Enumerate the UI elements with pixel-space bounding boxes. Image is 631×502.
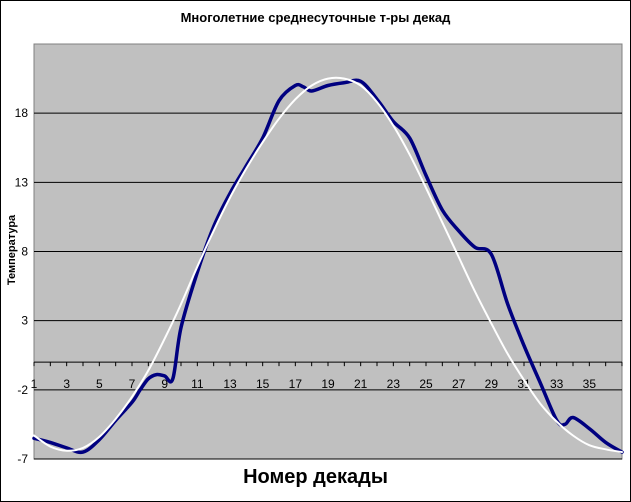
y-tick-label: -2 (17, 383, 28, 397)
y-tick-label: 3 (21, 314, 28, 328)
x-tick-label: 3 (63, 377, 70, 391)
x-tick-label: 5 (96, 377, 103, 391)
x-tick-label: 11 (191, 377, 204, 391)
x-tick-label: 1 (31, 377, 38, 391)
x-tick-label: 23 (387, 377, 401, 391)
series-line-fitted (33, 76, 623, 454)
x-tick-label: 21 (354, 377, 368, 391)
x-tick-label: 29 (485, 377, 499, 391)
x-tick-label: 9 (161, 377, 168, 391)
x-tick-label: 35 (583, 377, 597, 391)
chart-title: Многолетние среднесуточные т-ры декад (180, 10, 451, 25)
y-tick-label: 8 (21, 245, 28, 259)
x-tick-label: 19 (321, 377, 335, 391)
x-tick-label: 33 (550, 377, 564, 391)
x-tick-label: 15 (256, 377, 270, 391)
x-tick-label: 31 (517, 377, 531, 391)
x-tick-label: 27 (452, 377, 466, 391)
x-axis-title: Номер декады (243, 466, 388, 488)
x-tick-label: 17 (289, 377, 303, 391)
y-tick-label: 13 (15, 175, 29, 189)
x-tick-label: 13 (223, 377, 237, 391)
x-tick-label: 25 (419, 377, 433, 391)
y-tick-label: -7 (17, 452, 28, 466)
x-tick-label: 7 (129, 377, 136, 391)
y-tick-label: 18 (15, 106, 29, 120)
